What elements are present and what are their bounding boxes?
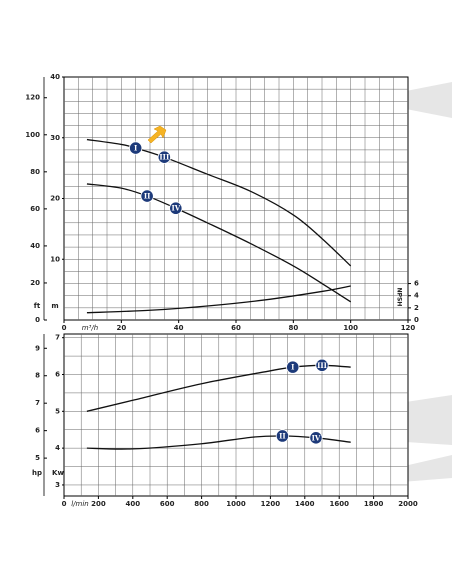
curve-badge-label: I (134, 144, 137, 153)
curve-badge-label: III (159, 153, 169, 162)
y3-tick-label: 8 (35, 372, 40, 380)
y-axis-label: m (51, 302, 58, 310)
curve-badge-label: II (144, 192, 151, 201)
curve-badge (140, 189, 154, 203)
y3-tick-label: 60 (30, 205, 40, 213)
y3-tick-label: 0 (35, 316, 40, 324)
x-tick-label: 400 (125, 500, 140, 508)
x-tick-label: 0 (62, 324, 67, 332)
y3-tick-label: 7 (35, 399, 40, 407)
x-tick-label: 0 (62, 500, 67, 508)
curve-badge-label: II (279, 431, 286, 440)
x-tick-label: 1000 (226, 500, 246, 508)
x-tick-label: 60 (231, 324, 241, 332)
x-tick-label: 120 (401, 324, 416, 332)
x-axis-label: m³/h (82, 324, 98, 332)
curve-badge-label: III (317, 361, 327, 370)
y-axis-label: Kw (52, 469, 64, 477)
curve-badge-label: IV (312, 433, 321, 442)
y3-tick-label: 40 (30, 242, 40, 250)
y3-tick-label: 9 (35, 344, 40, 352)
curve-badge (286, 360, 300, 374)
y2-tick-label: 2 (414, 304, 419, 312)
x-tick-label: 2000 (398, 500, 418, 508)
curve-badge (275, 429, 290, 443)
y2-tick-label: 6 (414, 280, 419, 288)
x-tick-label: 80 (288, 324, 298, 332)
curve-badge-label: IV (171, 204, 180, 213)
y3-axis-label: hp (32, 469, 42, 477)
y3-tick-label: 20 (30, 279, 40, 287)
y-tick-label: 7 (55, 334, 60, 342)
x-axis-label: l/min (71, 500, 89, 508)
y3-axis-label: ft (34, 302, 41, 310)
x-tick-label: 1400 (295, 500, 315, 508)
curve (86, 183, 352, 303)
y-tick-label: 10 (50, 255, 60, 263)
y-tick-label: 5 (55, 407, 60, 415)
y2-tick-label: 4 (414, 292, 419, 300)
highlight-arrow (147, 125, 167, 144)
x-tick-label: 1200 (261, 500, 281, 508)
y2-tick-label: 0 (414, 316, 419, 324)
y3-tick-label: 80 (30, 168, 40, 176)
curve-badge-label: I (291, 363, 294, 372)
y3-tick-label: 100 (25, 131, 40, 139)
curve (86, 138, 352, 267)
x-tick-label: 1800 (364, 500, 384, 508)
x-tick-label: 200 (91, 500, 106, 508)
curve-badge (129, 141, 143, 155)
x-tick-label: 100 (343, 324, 358, 332)
y-tick-label: 20 (50, 195, 60, 203)
curve-badge (309, 431, 323, 445)
curve-badge (169, 201, 183, 215)
y-tick-label: 6 (55, 371, 60, 379)
curve-badge (315, 358, 329, 372)
y2-axis-label: NPSH (396, 288, 403, 307)
y-tick-label: 3 (55, 481, 60, 489)
curve-badge (157, 150, 171, 164)
y3-tick-label: 6 (35, 427, 40, 435)
x-tick-label: 1600 (329, 500, 349, 508)
y3-tick-label: 5 (35, 454, 40, 462)
x-tick-label: 800 (194, 500, 209, 508)
y-tick-label: 40 (50, 73, 60, 81)
y3-tick-label: 120 (25, 94, 40, 102)
y-tick-label: 4 (55, 444, 60, 452)
curve (86, 285, 351, 314)
x-tick-label: 20 (116, 324, 126, 332)
y-tick-label: 30 (50, 134, 60, 142)
x-tick-label: 40 (174, 324, 184, 332)
x-tick-label: 600 (160, 500, 175, 508)
